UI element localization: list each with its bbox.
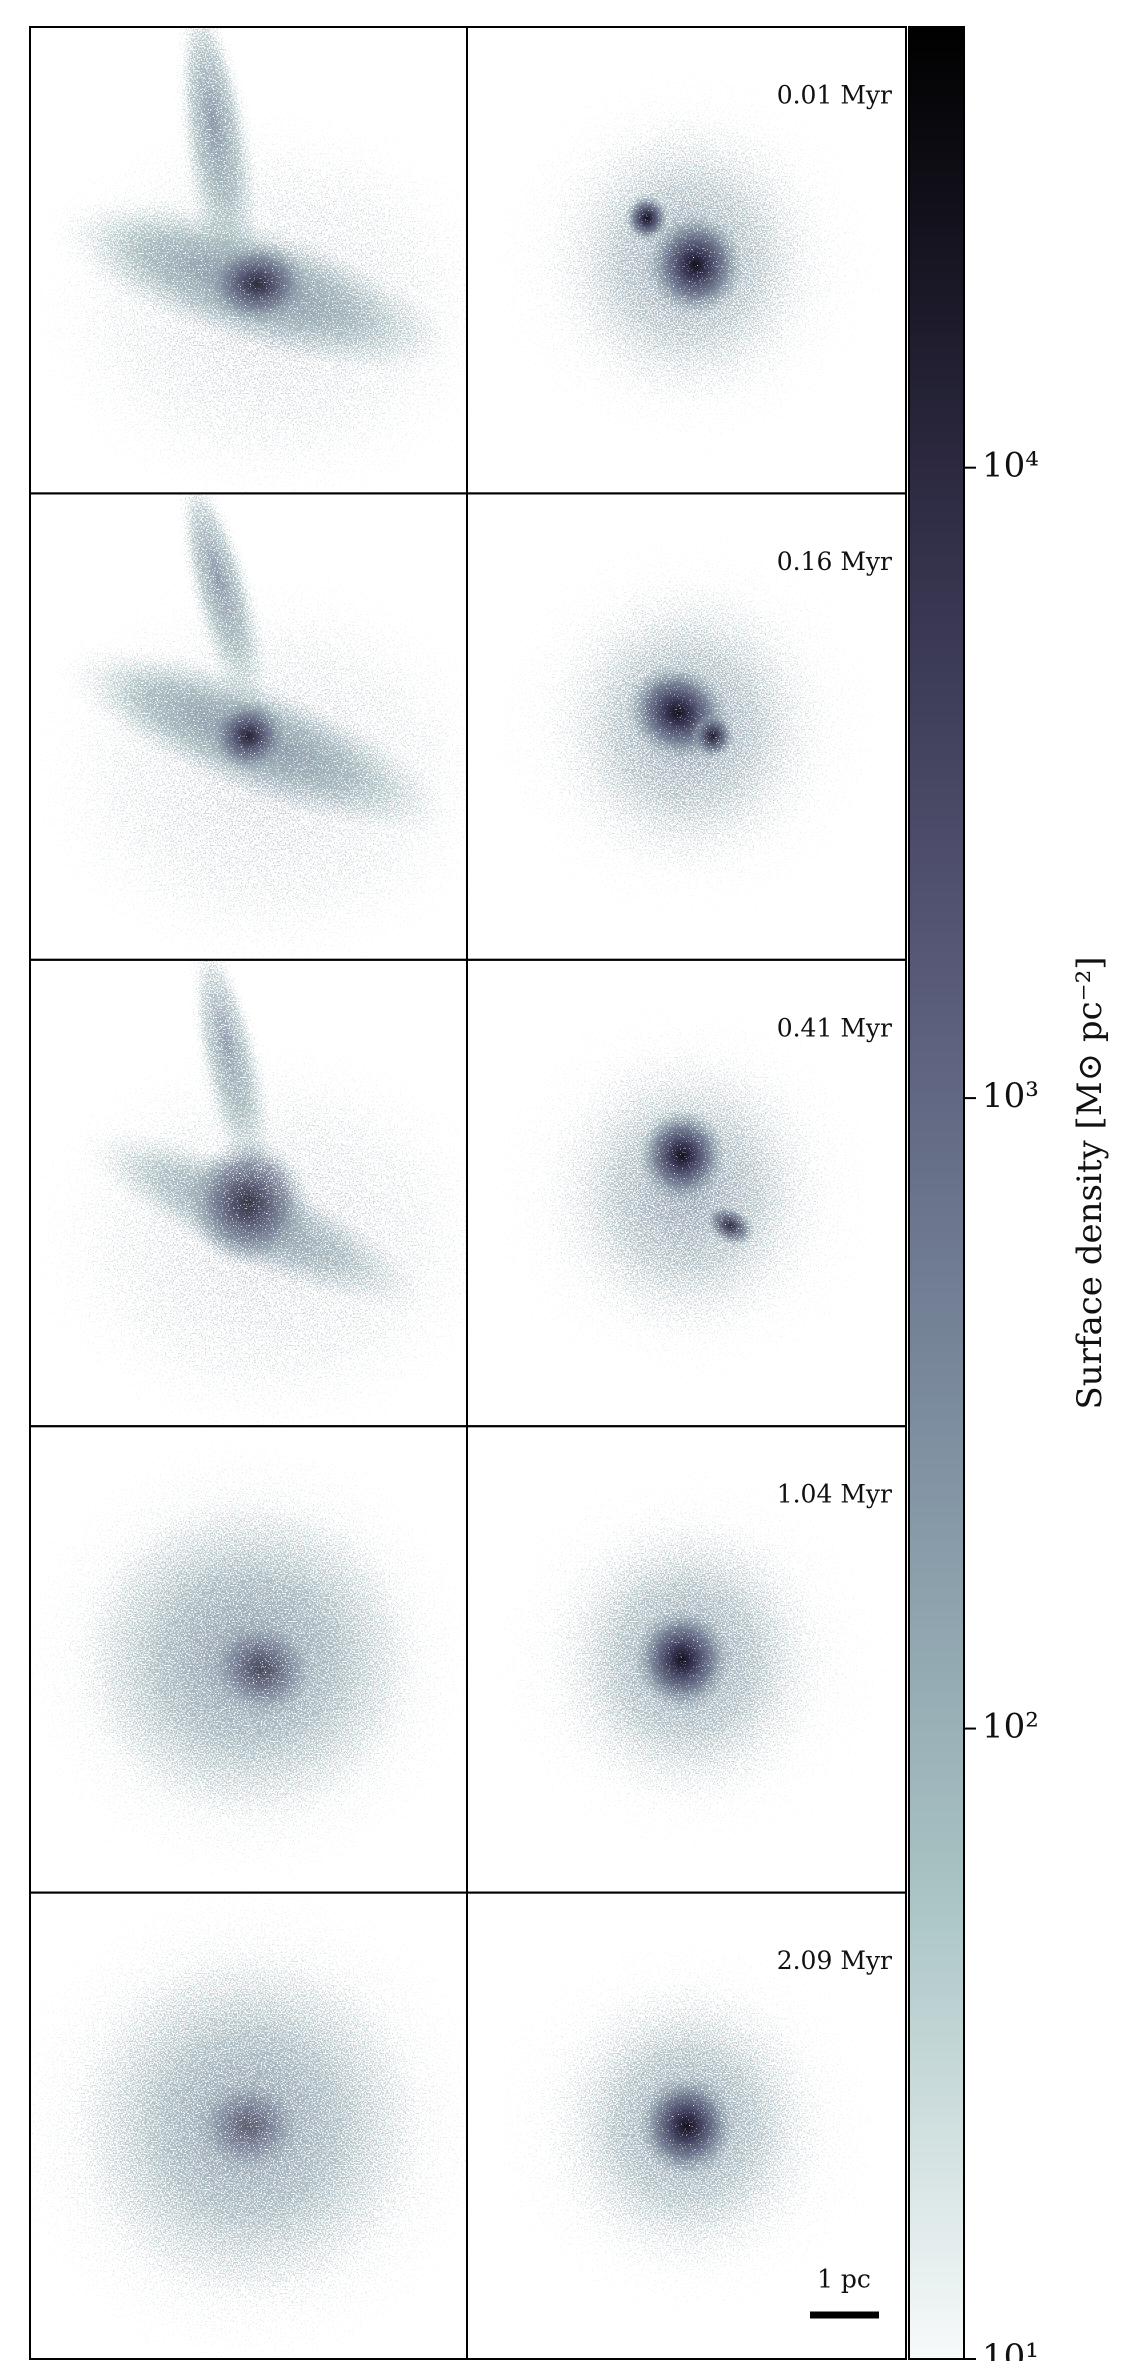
density-speckle — [30, 27, 467, 494]
density-speckle — [467, 1426, 906, 1893]
density-map — [467, 959, 906, 1427]
gas-structure — [168, 27, 259, 283]
colorbar-tick-label: 10² — [982, 1707, 1039, 1747]
gas-structure — [633, 1608, 731, 1711]
gas-structure — [187, 1137, 310, 1268]
density-map — [467, 1426, 906, 1893]
density-map — [467, 1892, 906, 2359]
time-label: 0.01 Myr — [777, 81, 892, 110]
gas-structure — [625, 194, 669, 242]
density-speckle — [467, 1892, 906, 2359]
density-speckle — [467, 27, 906, 494]
gas-structure — [168, 493, 268, 713]
gas-structure — [690, 712, 735, 760]
scale-bar-label: 1 pc — [817, 2265, 871, 2294]
colorbar-tick-label: 10¹ — [982, 2337, 1039, 2361]
gas-structure — [705, 1204, 756, 1247]
density-map — [30, 493, 467, 960]
density-speckle — [30, 1426, 467, 1893]
gas-structure — [204, 241, 310, 326]
gas-structure — [209, 698, 288, 774]
gas-structure — [646, 213, 744, 317]
gas-structure — [196, 2079, 301, 2173]
panel-grid: 0.01 Myr 0.16 Myr 0.41 Myr 1.04 Myr 2.09 Myr… — [29, 26, 907, 2360]
colorbar-tick-label: 10⁴ — [982, 446, 1039, 486]
colorbar-fill — [908, 26, 965, 2360]
gas-structure — [638, 1109, 727, 1203]
density-map — [467, 493, 906, 960]
time-label: 0.41 Myr — [777, 1013, 892, 1042]
density-speckle — [30, 1892, 467, 2359]
density-map — [30, 959, 467, 1427]
time-label: 2.09 Myr — [777, 1946, 892, 1975]
gas-structure — [638, 2074, 735, 2178]
colorbar-tick-label: 10³ — [982, 1076, 1039, 1116]
density-map — [30, 1426, 467, 1893]
colorbar: 10¹ 10² 10³ 10⁴ Surface density [M⊙ pc⁻²] — [908, 26, 1110, 2365]
time-label: 1.04 Myr — [777, 1480, 892, 1509]
panel-frame — [466, 1891, 907, 2360]
density-map — [467, 27, 906, 494]
density-speckle — [467, 959, 906, 1427]
density-map — [30, 1892, 467, 2359]
density-speckle — [30, 493, 467, 960]
density-speckle — [467, 493, 906, 960]
gas-structure — [181, 959, 272, 1181]
time-label: 0.16 Myr — [777, 547, 892, 576]
density-speckle — [30, 959, 467, 1427]
gas-structure — [209, 1621, 314, 1717]
colorbar-label: Surface density [M⊙ pc⁻²] — [1070, 956, 1110, 1409]
density-map — [30, 27, 467, 494]
